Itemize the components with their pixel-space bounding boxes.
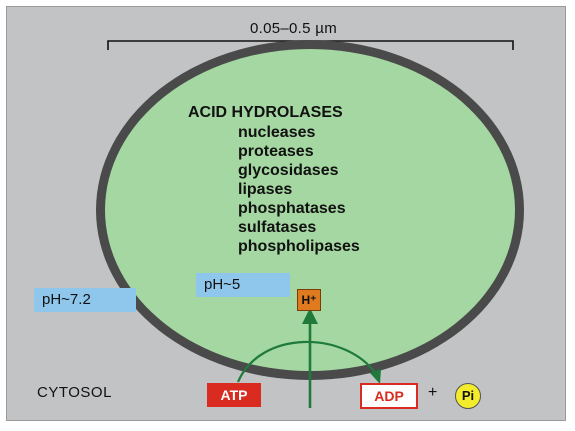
cytosol-label: CYTOSOL	[37, 384, 112, 401]
lysosome-ph-label: pH~5	[196, 273, 290, 297]
enzyme-item: phospholipases	[238, 238, 360, 255]
proton-pump-arrowhead	[302, 308, 318, 324]
enzyme-item: phosphatases	[238, 200, 346, 217]
proton-label: H⁺	[297, 289, 321, 311]
cytosol-ph-label: pH~7.2	[34, 288, 136, 312]
phosphate-label: Pi	[455, 383, 481, 409]
enzyme-item: lipases	[238, 181, 293, 198]
scale-label: 0.05–0.5 µm	[250, 20, 337, 37]
enzyme-item: glycosidases	[238, 162, 339, 179]
atp-label: ATP	[207, 383, 261, 407]
enzyme-list: nucleases proteases glycosidases lipases…	[238, 123, 360, 256]
adp-label: ADP	[360, 383, 418, 409]
acid-hydrolases-heading: ACID HYDROLASES	[188, 104, 343, 121]
enzyme-item: proteases	[238, 143, 314, 160]
enzyme-item: sulfatases	[238, 219, 317, 236]
atp-arrowhead	[370, 369, 381, 384]
plus-sign: +	[428, 384, 438, 401]
enzyme-item: nucleases	[238, 124, 316, 141]
atp-hydrolysis-arrow	[236, 340, 377, 383]
